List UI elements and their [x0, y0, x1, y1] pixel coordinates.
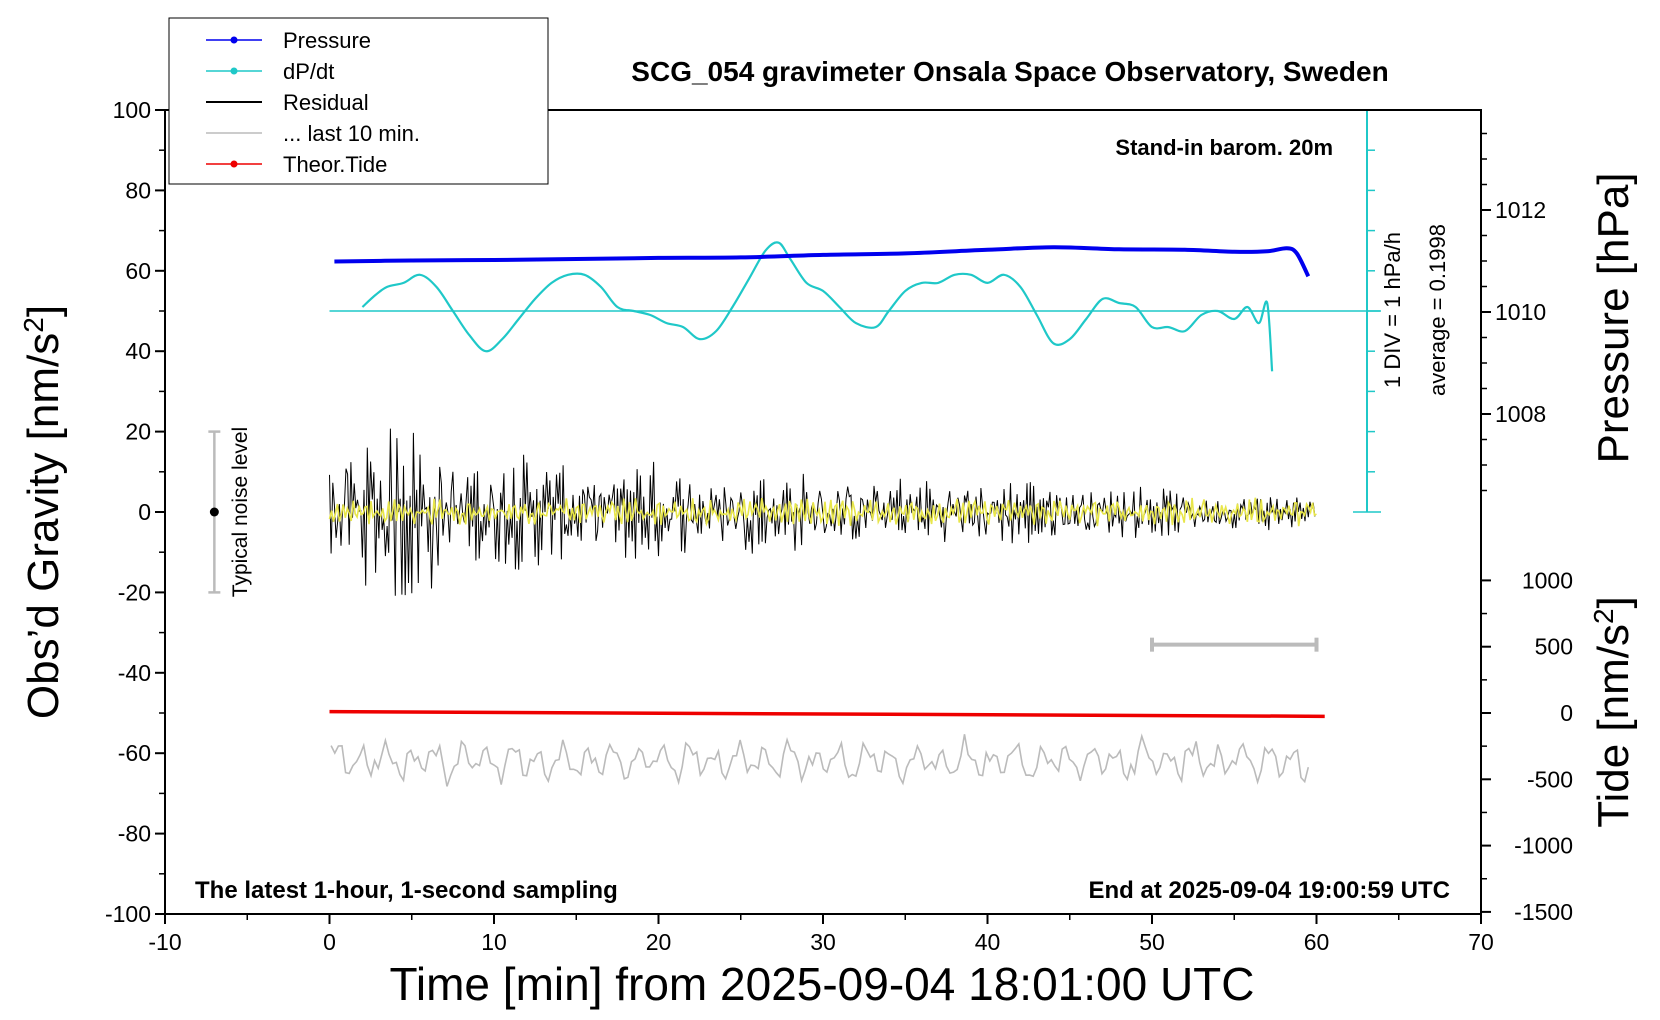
legend-label: Theor.Tide [283, 152, 387, 177]
legend: Pressure dP/dt Residual ... last 10 min. The… [168, 17, 549, 185]
dpdt-scale-label: 1 DIV = 1 hPa/h [1380, 232, 1405, 388]
legend-entry: dP/dt [206, 59, 334, 84]
latest-hour-note: The latest 1-hour, 1-second sampling [195, 877, 618, 904]
y-axis-gravity-label: Obs’d Gravity [nm/s2] [18, 305, 69, 719]
barometer-note: Stand-in barom. 20m [1115, 135, 1333, 160]
x-tick-label: 60 [1304, 929, 1330, 955]
end-time-note: End at 2025-09-04 19:00:59 UTC [1089, 877, 1451, 904]
legend-label: Residual [283, 90, 369, 115]
x-tick-label: 20 [646, 929, 672, 955]
y-tick-label: -100 [105, 901, 151, 927]
y-axis-gravity: 100 80 60 40 20 0 -20 -40 -60 -80 -100 [105, 97, 165, 927]
legend-label: dP/dt [283, 59, 334, 84]
y-tick-label: 60 [125, 258, 151, 284]
y-tick-label: 80 [125, 177, 151, 203]
x-axis-label: Time [min] from 2025-09-04 18:01:00 UTC [390, 958, 1255, 1010]
tide-tick-label: -1500 [1514, 899, 1573, 925]
tide-tick-label: 0 [1560, 700, 1573, 726]
legend-entry: Pressure [206, 28, 371, 53]
y-tick-label: 40 [125, 338, 151, 364]
y-tick-label: 20 [125, 419, 151, 445]
pressure-tick-label: 1008 [1495, 401, 1546, 427]
y-tick-label: 100 [113, 97, 151, 123]
x-tick-label: 10 [481, 929, 507, 955]
tide-line [329, 709, 1325, 719]
pressure-series [334, 245, 1311, 278]
dpdt-average-label: average = 0.1998 [1425, 224, 1450, 396]
legend-swatch-marker [230, 36, 238, 44]
pressure-tick-label: 1012 [1495, 197, 1546, 223]
residual-series [329, 428, 1316, 596]
y-axis-pressure: 1012 1010 1008 [1481, 132, 1546, 492]
pressure-tick-label: 1010 [1495, 299, 1546, 325]
legend-entry: Theor.Tide [206, 152, 387, 177]
legend-entry: ... last 10 min. [206, 121, 420, 146]
last10-line [330, 733, 1310, 787]
y-tick-label: 0 [138, 499, 151, 525]
tide-tick-label: 500 [1535, 634, 1573, 660]
noise-level-label: Typical noise level [229, 427, 252, 597]
y-axis-tide-label: Tide [nm/s2] [1588, 596, 1639, 828]
x-tick-label: 40 [975, 929, 1001, 955]
tide-tick-label: -1000 [1514, 833, 1573, 859]
x-tick-label: 50 [1139, 929, 1165, 955]
legend-label: ... last 10 min. [283, 121, 420, 146]
last10-series [330, 733, 1310, 787]
smoothed-residual-line [328, 497, 1317, 527]
noise-level-bar [208, 430, 221, 594]
dpdt-series [329, 241, 1380, 372]
tide-series [329, 709, 1325, 719]
legend-swatch-marker [230, 160, 238, 168]
residual-line [329, 428, 1316, 596]
y-tick-label: -20 [118, 579, 151, 605]
x-tick-label: -10 [148, 929, 181, 955]
legend-entry: Residual [206, 90, 369, 115]
y-tick-label: -60 [118, 740, 151, 766]
pressure-line [334, 245, 1311, 278]
gray-scale-bar [1150, 637, 1319, 652]
smoothed-residual-series [328, 497, 1317, 527]
y-tick-label: -40 [118, 660, 151, 686]
x-tick-label: 0 [323, 929, 336, 955]
tide-tick-label: 1000 [1522, 567, 1573, 593]
y-axis-pressure-label: Pressure [hPa] [1589, 172, 1638, 463]
x-tick-label: 70 [1468, 929, 1494, 955]
x-axis: -10 0 10 20 30 40 50 60 70 [148, 914, 1494, 955]
noise-bar-center [209, 507, 219, 517]
y-tick-label: -80 [118, 821, 151, 847]
legend-swatch-marker [230, 67, 238, 75]
x-tick-label: 30 [810, 929, 836, 955]
y-axis-tide: 1000 500 0 -500 -1000 -1500 [1481, 567, 1573, 925]
chart-title: SCG_054 gravimeter Onsala Space Observat… [631, 56, 1388, 87]
legend-label: Pressure [283, 28, 371, 53]
dpdt-line [361, 241, 1274, 372]
tide-tick-label: -500 [1527, 766, 1573, 792]
